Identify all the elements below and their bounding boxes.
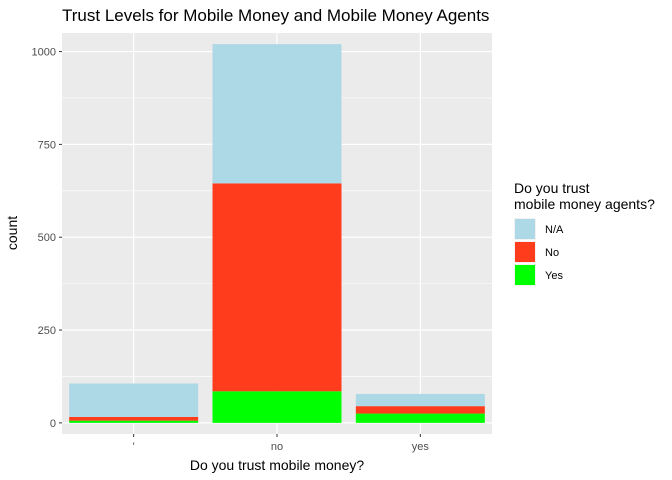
- legend-title-line: mobile money agents?: [514, 196, 655, 212]
- legend-title-line: Do you trust: [514, 180, 590, 196]
- legend-swatch-no: [515, 242, 535, 262]
- legend-swatch-yes: [515, 265, 535, 285]
- bar-segment-no-1: [212, 183, 342, 392]
- bar-segment-n-a-2: [355, 393, 485, 407]
- y-tick-label: 1000: [32, 47, 56, 59]
- legend-label-yes: Yes: [545, 270, 563, 282]
- x-axis-title: Do you trust mobile money?: [190, 457, 365, 473]
- bars: [69, 44, 485, 423]
- y-tick-label: 0: [50, 418, 56, 430]
- y-axis-title: count: [4, 216, 20, 250]
- bar-segment-yes-2: [355, 413, 485, 423]
- legend-label-no: No: [545, 247, 559, 259]
- y-tick-label: 500: [38, 232, 56, 244]
- chart-title: Trust Levels for Mobile Money and Mobile…: [62, 6, 489, 25]
- axes: 0 250 500 750 1000 ' no yes: [32, 47, 430, 453]
- bar-segment-yes-1: [212, 391, 342, 423]
- y-tick-label: 250: [38, 325, 56, 337]
- bar-segment-no-0: [69, 416, 199, 421]
- x-tick-label: ': [133, 441, 135, 453]
- bar-segment-n-a-0: [69, 383, 199, 417]
- bar-segment-yes-0: [69, 420, 199, 423]
- legend-swatch-n-a: [515, 219, 535, 239]
- x-tick-label: no: [271, 441, 283, 453]
- y-tick-label: 750: [38, 139, 56, 151]
- bar-segment-no-2: [355, 406, 485, 414]
- legend-label-n-a: N/A: [545, 224, 564, 236]
- bar-segment-n-a-1: [212, 44, 342, 184]
- x-tick-label: yes: [412, 441, 430, 453]
